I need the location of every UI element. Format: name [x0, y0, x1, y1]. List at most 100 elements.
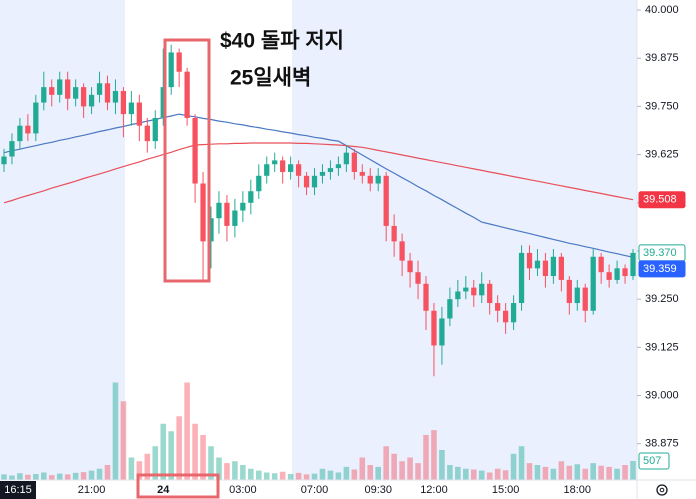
volume-bar [303, 474, 310, 480]
volume-bar [184, 382, 190, 480]
volume-bar [359, 457, 366, 480]
moving-average [3, 113, 634, 258]
candle-body [622, 268, 628, 277]
candle-body [17, 125, 23, 142]
settings-icon[interactable] [656, 484, 668, 496]
highlight-box [136, 473, 220, 499]
candle-body [168, 52, 174, 88]
candle-body [9, 141, 15, 157]
y-tick-label: 39.625 [645, 149, 679, 161]
volume-bar [367, 465, 374, 480]
volume-bar [415, 463, 421, 480]
candle-body [463, 287, 469, 292]
candle-body [542, 260, 549, 277]
volume-layer [1, 382, 636, 480]
candle-body [606, 272, 612, 280]
volume-bar [287, 474, 294, 480]
candle-body [335, 164, 342, 169]
candle-body [280, 160, 286, 172]
volume-bar [33, 474, 39, 480]
volume-bar [192, 423, 198, 480]
candle-body [272, 160, 278, 165]
volume-bar [17, 473, 23, 480]
candle-body [232, 210, 238, 226]
candle-body [383, 175, 389, 226]
candle-body [479, 283, 485, 296]
volume-bar [271, 473, 278, 480]
volume-bar [391, 453, 397, 480]
volume-bar [224, 463, 230, 480]
candle-body [144, 125, 150, 142]
x-tick-label: 21:00 [78, 484, 106, 496]
candle-body [136, 102, 142, 126]
volume-bar [351, 469, 358, 480]
volume-bar [550, 468, 557, 480]
candle-body [423, 283, 429, 311]
volume-bar [622, 465, 628, 480]
volume-bar [558, 461, 565, 480]
volume-bar [128, 457, 135, 480]
candle-body [439, 318, 445, 346]
candle-body [160, 87, 166, 118]
volume-bar [375, 466, 382, 480]
volume-bar [383, 446, 389, 480]
x-tick-label: 03:00 [229, 484, 257, 496]
candle-body [49, 87, 55, 95]
price-tag [638, 260, 686, 278]
volume-bar [168, 431, 174, 480]
y-tick-label: 39.125 [645, 341, 679, 353]
volume-bar [486, 472, 493, 480]
y-tick-label: 39.875 [645, 52, 679, 64]
candle-body [104, 83, 111, 103]
volume-bar [136, 461, 143, 480]
axes-layer: 40.00039.87539.75039.62539.50039.37539.2… [78, 4, 686, 496]
candle-body [88, 94, 95, 107]
candle-body [319, 171, 326, 176]
candle-body [367, 175, 373, 184]
candle-body [65, 79, 71, 99]
volume-bar [606, 466, 612, 480]
volume-bar [48, 475, 55, 480]
volume-bar [120, 401, 127, 480]
candle-body [431, 310, 437, 346]
candle-body [415, 272, 421, 284]
candle-body [327, 168, 334, 172]
volume-bar [41, 472, 47, 480]
candle-body [303, 175, 310, 188]
volume-bar [542, 466, 549, 480]
candle-body [216, 202, 222, 219]
candle-body [192, 117, 198, 184]
volume-bar [64, 474, 71, 480]
y-tick-label: 39.750 [645, 100, 679, 112]
price-tag-label: 39.359 [643, 263, 677, 275]
candle-body [630, 252, 636, 277]
candle-body [495, 303, 501, 311]
volume-bar [96, 468, 103, 480]
candle-body [41, 87, 47, 103]
volume-bar [463, 468, 469, 480]
volume-bar [574, 464, 581, 480]
volume-bar [614, 468, 620, 480]
volume-bar [590, 463, 596, 480]
candle-body [343, 152, 349, 165]
candle-body [558, 256, 564, 280]
price-tag-label: 39.370 [643, 247, 677, 259]
y-tick-label: 39.000 [645, 389, 679, 401]
candle-body [471, 287, 477, 296]
highlight-box [163, 38, 211, 283]
volume-bar [439, 450, 445, 480]
volume-bar [255, 470, 262, 480]
candle-body [208, 218, 214, 242]
candle-body [359, 171, 365, 176]
volume-bar [80, 472, 87, 480]
volume-bar [248, 468, 254, 480]
volume-tag [638, 452, 670, 470]
candle-body [80, 87, 87, 107]
candle-body [288, 164, 294, 172]
x-tick-label: 24 [157, 484, 170, 496]
candle-body [518, 252, 525, 304]
candle-body [184, 71, 190, 118]
annotation: $40 돌파 저지 [220, 30, 344, 53]
x-tick-label: 09:30 [364, 484, 392, 496]
volume-bar [1, 474, 7, 480]
